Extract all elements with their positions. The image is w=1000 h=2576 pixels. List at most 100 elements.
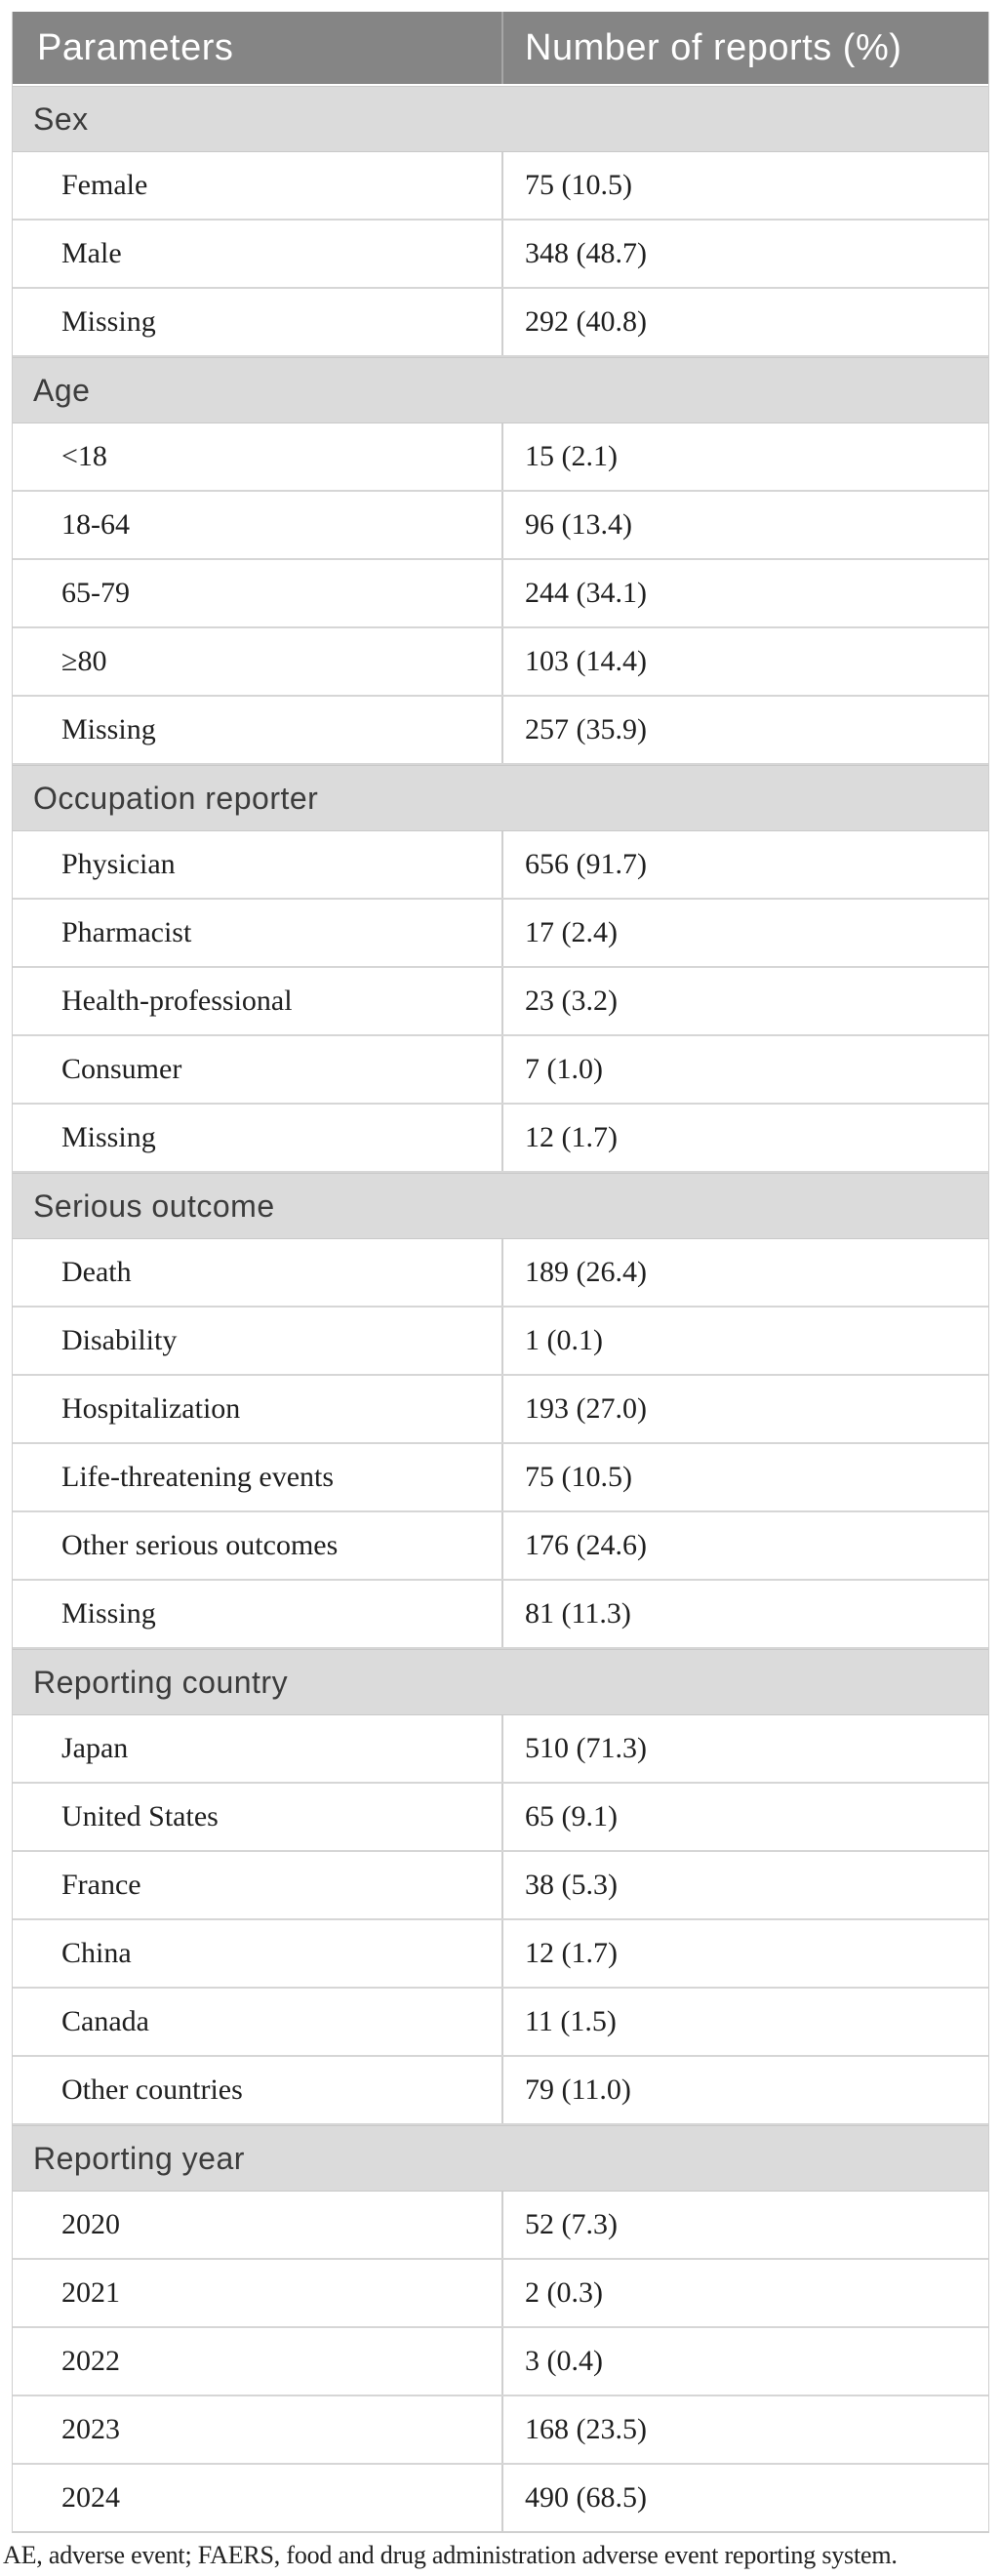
value-cell: 244 (34.1)	[501, 560, 988, 626]
value-cell: 11 (1.5)	[501, 1989, 988, 2055]
table-row: Hospitalization 193 (27.0)	[13, 1376, 988, 1444]
table-row: Death 189 (26.4)	[13, 1239, 988, 1308]
table-row: Canada 11 (1.5)	[13, 1989, 988, 2057]
value-cell: 1 (0.1)	[501, 1308, 988, 1374]
parameter-cell: 2021	[61, 2276, 120, 2309]
section-label: Serious outcome	[33, 1187, 275, 1224]
value-cell: 510 (71.3)	[501, 1715, 988, 1782]
table-row: Other serious outcomes 176 (24.6)	[13, 1512, 988, 1581]
table-row: Missing 12 (1.7)	[13, 1105, 988, 1173]
parameter-cell: Hospitalization	[61, 1392, 241, 1425]
section-label: Occupation reporter	[33, 780, 319, 816]
table-row: 2024 490 (68.5)	[13, 2465, 988, 2533]
value-cell: 189 (26.4)	[501, 1239, 988, 1306]
table-row: Missing 81 (11.3)	[13, 1581, 988, 1649]
value-cell: 81 (11.3)	[501, 1581, 988, 1647]
table-row: Female 75 (10.5)	[13, 152, 988, 221]
table-row: United States 65 (9.1)	[13, 1784, 988, 1852]
value-cell: 23 (3.2)	[501, 968, 988, 1034]
parameter-cell: 65-79	[61, 577, 130, 609]
parameter-cell: Life-threatening events	[61, 1461, 335, 1493]
value-cell: 176 (24.6)	[501, 1512, 988, 1579]
value-cell: 490 (68.5)	[501, 2465, 988, 2531]
value-cell: 257 (35.9)	[501, 697, 988, 763]
column-header-parameters: Parameters	[37, 26, 234, 68]
table-row: <18 15 (2.1)	[13, 423, 988, 492]
value-cell: 2 (0.3)	[501, 2260, 988, 2326]
parameter-cell: <18	[61, 440, 107, 472]
parameter-cell: Pharmacist	[61, 916, 192, 948]
table-row: Consumer 7 (1.0)	[13, 1036, 988, 1105]
section-label: Reporting year	[33, 2140, 245, 2176]
value-cell: 65 (9.1)	[501, 1784, 988, 1850]
table-row: 18-64 96 (13.4)	[13, 492, 988, 560]
value-cell: 292 (40.8)	[501, 289, 988, 355]
value-cell: 168 (23.5)	[501, 2396, 988, 2463]
table-row: Other countries 79 (11.0)	[13, 2057, 988, 2125]
section-header-row: Serious outcome	[13, 1173, 988, 1239]
parameter-cell: Consumer	[61, 1053, 182, 1085]
table-row: Pharmacist 17 (2.4)	[13, 900, 988, 968]
parameter-cell: Missing	[61, 1121, 156, 1153]
parameter-cell: 18-64	[61, 508, 130, 541]
value-cell: 75 (10.5)	[501, 1444, 988, 1510]
section-label: Sex	[33, 101, 89, 137]
value-cell: 12 (1.7)	[501, 1105, 988, 1171]
parameter-cell: Missing	[61, 305, 156, 338]
section-header-row: Age	[13, 357, 988, 423]
table-header-row: Parameters Number of reports (%)	[13, 12, 988, 84]
table-row: France 38 (5.3)	[13, 1852, 988, 1920]
value-cell: 12 (1.7)	[501, 1920, 988, 1987]
table-row: 2020 52 (7.3)	[13, 2192, 988, 2260]
value-cell: 656 (91.7)	[501, 831, 988, 898]
value-cell: 75 (10.5)	[501, 152, 988, 219]
section-header-row: Reporting year	[13, 2125, 988, 2192]
table-row: Disability 1 (0.1)	[13, 1308, 988, 1376]
parameter-cell: Death	[61, 1256, 132, 1288]
parameter-cell: Female	[61, 169, 148, 201]
table-row: 2022 3 (0.4)	[13, 2328, 988, 2396]
parameter-cell: Physician	[61, 848, 176, 880]
table-footnote: AE, adverse event; FAERS, food and drug …	[3, 2541, 898, 2569]
parameter-cell: Missing	[61, 713, 156, 745]
parameter-cell: Male	[61, 237, 122, 269]
value-cell: 7 (1.0)	[501, 1036, 988, 1103]
parameter-cell: Japan	[61, 1732, 129, 1764]
table-row: Missing 257 (35.9)	[13, 697, 988, 765]
table-row: ≥80 103 (14.4)	[13, 628, 988, 697]
table-row: China 12 (1.7)	[13, 1920, 988, 1989]
parameter-cell: ≥80	[61, 645, 107, 677]
parameter-cell: Missing	[61, 1597, 156, 1630]
section-label: Age	[33, 372, 91, 408]
table-row: Male 348 (48.7)	[13, 221, 988, 289]
parameter-cell: Other serious outcomes	[61, 1529, 339, 1561]
table-row: 65-79 244 (34.1)	[13, 560, 988, 628]
parameter-cell: 2024	[61, 2481, 120, 2514]
parameter-cell: United States	[61, 1800, 219, 1832]
table-row: Physician 656 (91.7)	[13, 831, 988, 900]
table-row: Missing 292 (40.8)	[13, 289, 988, 357]
table-row: 2023 168 (23.5)	[13, 2396, 988, 2465]
value-cell: 348 (48.7)	[501, 221, 988, 287]
value-cell: 96 (13.4)	[501, 492, 988, 558]
parameter-cell: 2023	[61, 2413, 120, 2445]
table-row: Life-threatening events 75 (10.5)	[13, 1444, 988, 1512]
value-cell: 17 (2.4)	[501, 900, 988, 966]
value-cell: 15 (2.1)	[501, 423, 988, 490]
parameter-cell: France	[61, 1869, 141, 1901]
value-cell: 52 (7.3)	[501, 2192, 988, 2258]
table-row: 2021 2 (0.3)	[13, 2260, 988, 2328]
value-cell: 79 (11.0)	[501, 2057, 988, 2123]
table-body: Sex Female 75 (10.5) Male 348 (48.7) Missing 2…	[13, 86, 988, 2533]
section-header-row: Occupation reporter	[13, 765, 988, 831]
parameter-cell: Disability	[61, 1324, 178, 1356]
parameter-cell: Other countries	[61, 2073, 243, 2106]
value-cell: 193 (27.0)	[501, 1376, 988, 1442]
parameter-cell: Canada	[61, 2005, 149, 2037]
parameters-table: Parameters Number of reports (%) Sex Fema…	[12, 12, 989, 2533]
value-cell: 38 (5.3)	[501, 1852, 988, 1918]
value-cell: 103 (14.4)	[501, 628, 988, 695]
parameter-cell: China	[61, 1937, 132, 1969]
section-label: Reporting country	[33, 1664, 289, 1700]
